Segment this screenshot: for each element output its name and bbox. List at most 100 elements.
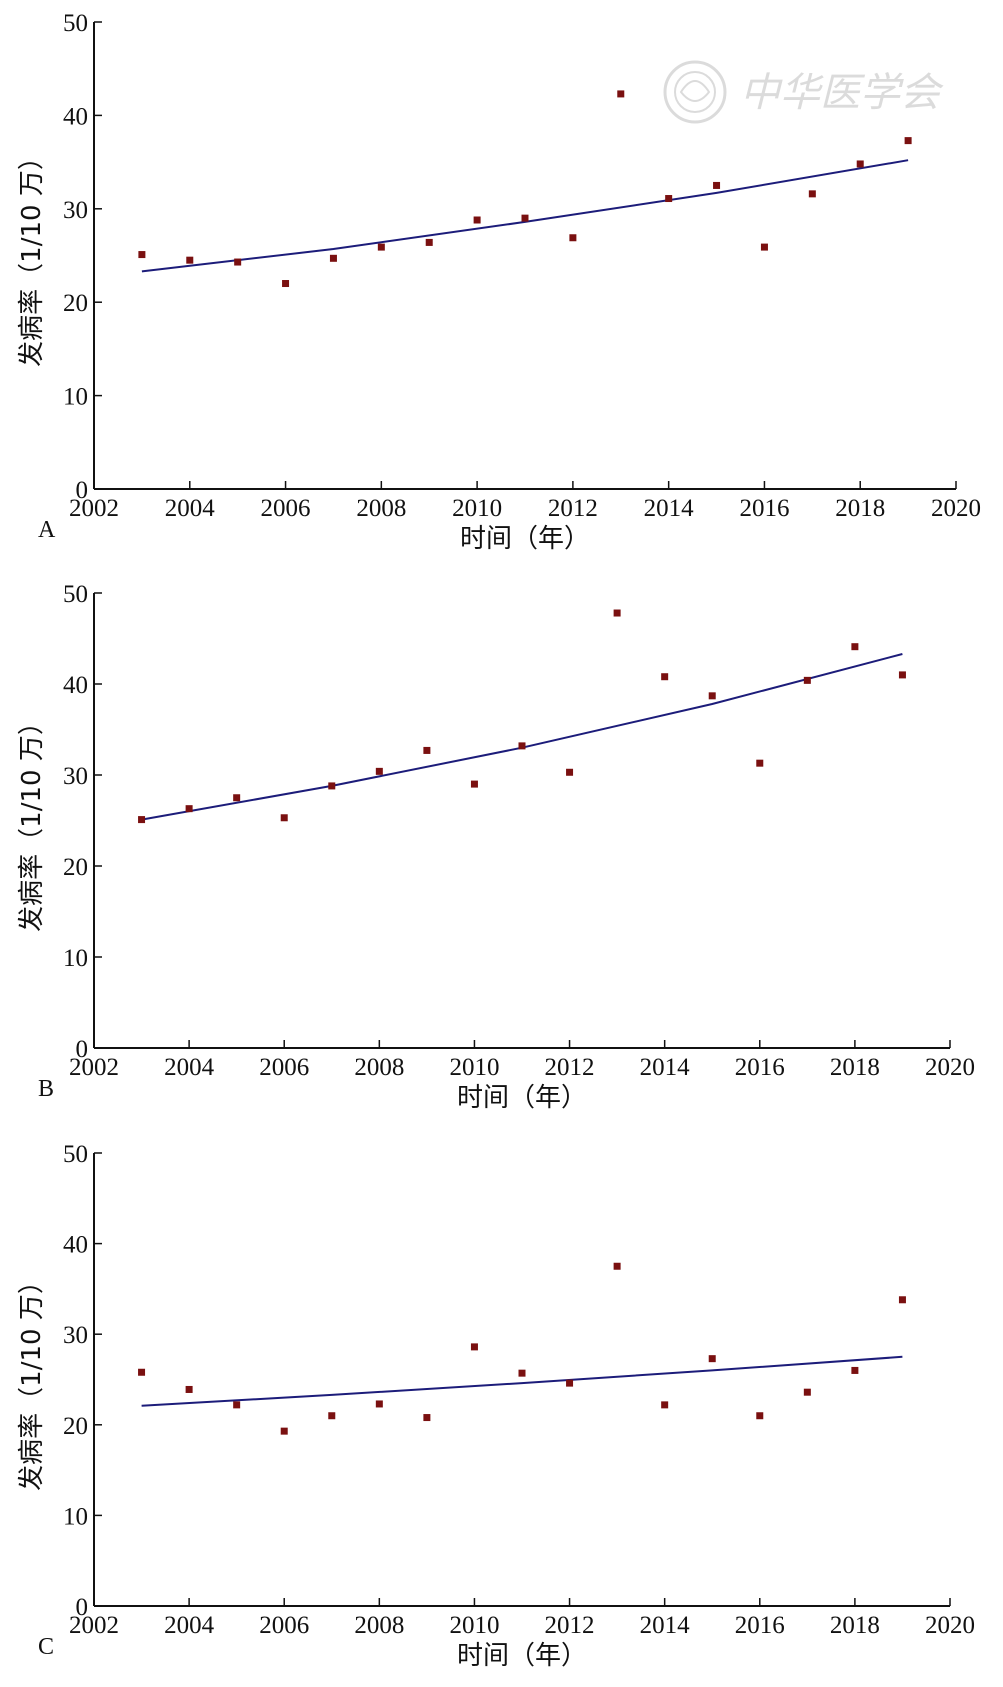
trend-line	[141, 159, 909, 273]
y-axis-title: 发病率（1/10 万）	[17, 709, 47, 932]
y-tick-label: 40	[63, 103, 88, 130]
x-tick-label: 2006	[261, 495, 311, 522]
data-point	[613, 609, 621, 617]
y-axis-title: 发病率（1/10 万）	[17, 1268, 47, 1491]
x-tick-label: 2020	[925, 1054, 975, 1081]
y-tick-label: 50	[63, 10, 88, 37]
data-point	[518, 742, 526, 750]
data-point	[233, 794, 241, 802]
x-tick-label: 2008	[354, 1612, 404, 1639]
data-point	[282, 280, 290, 288]
watermark: 中华医学会	[663, 60, 944, 124]
data-point	[851, 1366, 859, 1374]
x-tick-label: 2018	[830, 1054, 880, 1081]
y-tick-label: 20	[63, 854, 88, 881]
x-tick-label: 2018	[830, 1612, 880, 1639]
x-tick-label: 2018	[835, 495, 885, 522]
watermark-text: 中华医学会	[740, 70, 944, 116]
x-tick-label: 2012	[545, 1612, 595, 1639]
data-point	[473, 216, 481, 224]
data-point	[665, 195, 673, 203]
x-tick-label: 2008	[356, 495, 406, 522]
x-tick-label: 2020	[925, 1612, 975, 1639]
data-point	[760, 243, 768, 251]
panel-label: A	[38, 517, 56, 543]
x-tick-label: 2010	[452, 495, 502, 522]
data-point	[329, 254, 337, 262]
x-tick-label: 2016	[739, 495, 789, 522]
data-point	[185, 805, 193, 813]
data-point	[518, 1369, 526, 1377]
y-tick-label: 20	[63, 290, 88, 317]
data-point	[138, 1368, 146, 1376]
data-point	[661, 1401, 669, 1409]
y-tick-label: 40	[63, 1232, 88, 1259]
data-point	[280, 814, 288, 822]
x-tick-label: 2004	[165, 495, 216, 522]
data-point	[375, 767, 383, 775]
data-point	[328, 782, 336, 790]
society-seal-icon	[663, 60, 727, 124]
data-point	[521, 214, 529, 222]
data-point	[661, 673, 669, 681]
data-point	[898, 1296, 906, 1304]
data-point	[566, 768, 574, 776]
x-tick-label: 2010	[449, 1054, 499, 1081]
x-tick-label: 2020	[931, 495, 981, 522]
data-point	[898, 671, 906, 679]
panel-label: C	[38, 1634, 54, 1660]
y-tick-label: 10	[63, 384, 88, 411]
x-tick-label: 2014	[640, 1054, 691, 1081]
x-tick-label: 2006	[259, 1054, 309, 1081]
data-point	[233, 1401, 241, 1409]
data-point	[808, 190, 816, 198]
data-point	[138, 251, 146, 259]
data-point	[613, 1262, 621, 1270]
x-tick-label: 2004	[164, 1054, 215, 1081]
x-tick-label: 2002	[69, 495, 119, 522]
x-tick-label: 2016	[735, 1612, 785, 1639]
data-point	[569, 234, 577, 242]
x-tick-label: 2010	[449, 1612, 499, 1639]
chart-panel-b: 0 10 20 30 40 50 2002 2004 2006 2008 2010 2012 2014 2…	[17, 581, 975, 1113]
data-point	[708, 1355, 716, 1363]
x-axis-title: 时间（年）	[457, 1083, 587, 1113]
chart-panel-c: 0 10 20 30 40 50 2002 2004 2006 2008 2010 2012 2014 2…	[17, 1141, 975, 1671]
y-axis-title: 发病率（1/10 万）	[17, 144, 47, 367]
data-point	[756, 759, 764, 767]
y-tick-label: 20	[63, 1413, 88, 1440]
data-point	[185, 1385, 193, 1393]
y-tick-label: 10	[63, 945, 88, 972]
y-tick-label: 30	[63, 763, 88, 790]
data-point	[234, 258, 242, 266]
x-axis-title: 时间（年）	[460, 524, 590, 554]
y-tick-label: 10	[63, 1503, 88, 1530]
y-tick-label: 50	[63, 581, 88, 608]
data-point	[470, 1343, 478, 1351]
x-tick-label: 2004	[164, 1612, 215, 1639]
data-point	[186, 256, 194, 264]
data-point	[138, 816, 146, 824]
trend-line	[141, 653, 903, 821]
data-point	[566, 1379, 574, 1387]
x-tick-label: 2012	[548, 495, 598, 522]
trend-line	[141, 1355, 903, 1407]
data-point	[851, 643, 859, 651]
data-point	[375, 1400, 383, 1408]
x-tick-label: 2014	[644, 495, 695, 522]
data-point	[708, 692, 716, 700]
y-tick-label: 0	[76, 1594, 89, 1621]
data-point	[803, 676, 811, 684]
data-point	[423, 1414, 431, 1422]
y-tick-label: 0	[76, 1036, 89, 1063]
data-point	[470, 780, 478, 788]
x-tick-label: 2014	[640, 1612, 691, 1639]
data-point	[856, 160, 864, 168]
data-point	[756, 1412, 764, 1420]
x-tick-label: 2016	[735, 1054, 785, 1081]
x-tick-label: 2008	[354, 1054, 404, 1081]
y-tick-label: 30	[63, 197, 88, 224]
panel-label: B	[38, 1076, 54, 1102]
y-tick-label: 30	[63, 1322, 88, 1349]
data-point	[713, 181, 721, 189]
